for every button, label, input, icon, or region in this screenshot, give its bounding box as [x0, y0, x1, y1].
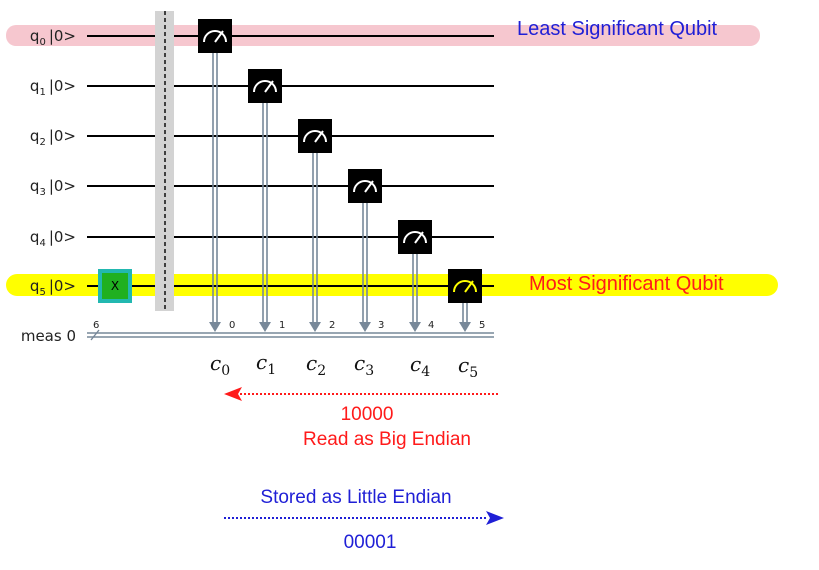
- qubit-label-0: q0 |0>: [30, 27, 76, 48]
- register-bus-slash: [90, 329, 100, 341]
- classical-bit-label-4: c4: [410, 352, 430, 380]
- msb-annotation: Most Significant Qubit: [529, 273, 724, 295]
- register-size-label: 6: [93, 320, 99, 331]
- big-endian-arrowhead: [224, 387, 242, 401]
- qubit-label-1: q1 |0>: [30, 77, 76, 98]
- measure-index-labels: 0 1 2 3 4 5: [229, 320, 485, 331]
- qubit-label-4: q4 |0>: [30, 228, 76, 249]
- classical-bit-labels: c0 c1 c2 c3 c4 c5: [210, 350, 478, 381]
- measure-index-4: 4: [428, 320, 434, 331]
- measurement-gate-1: [248, 69, 282, 103]
- measure-index-2: 2: [329, 320, 335, 331]
- measure-arrowheads: [209, 322, 471, 332]
- measure-connectors: [212, 52, 468, 322]
- little-endian-caption: Stored as Little Endian: [260, 487, 451, 508]
- classical-bit-label-1: c1: [256, 350, 276, 378]
- classical-bit-label-0: c0: [210, 351, 230, 379]
- measurement-gate-2: [298, 119, 332, 153]
- qubit-labels: q0 |0> q1 |0> q2 |0> q3 |0> q4 |0> q5 |0> meas…: [21, 27, 76, 345]
- measurement-gate-5: [448, 269, 482, 303]
- x-gate: X: [98, 269, 132, 303]
- qubit-wires: [87, 35, 494, 287]
- classical-register-label: meas 0: [21, 327, 76, 345]
- classical-register-wire: [87, 332, 494, 338]
- measure-index-3: 3: [378, 320, 384, 331]
- svg-text:X: X: [111, 279, 119, 293]
- measurement-gate-0: [198, 19, 232, 53]
- measurement-gate-3: [348, 169, 382, 203]
- classical-bit-label-5: c5: [458, 353, 478, 381]
- measure-index-5: 5: [479, 320, 485, 331]
- lsb-annotation: Least Significant Qubit: [517, 18, 718, 40]
- big-endian-value: 10000: [341, 404, 394, 425]
- little-endian-value: 00001: [344, 532, 397, 553]
- qubit-label-3: q3 |0>: [30, 177, 76, 198]
- qubit-label-5: q5 |0>: [30, 277, 76, 298]
- classical-bit-label-3: c3: [354, 351, 374, 379]
- big-endian-caption: Read as Big Endian: [303, 429, 471, 450]
- measurement-gate-4: [398, 220, 432, 254]
- classical-bit-label-2: c2: [306, 351, 326, 379]
- measure-index-0: 0: [229, 320, 235, 331]
- measure-index-1: 1: [279, 320, 285, 331]
- little-endian-arrowhead: [486, 511, 504, 525]
- qubit-label-2: q2 |0>: [30, 127, 76, 148]
